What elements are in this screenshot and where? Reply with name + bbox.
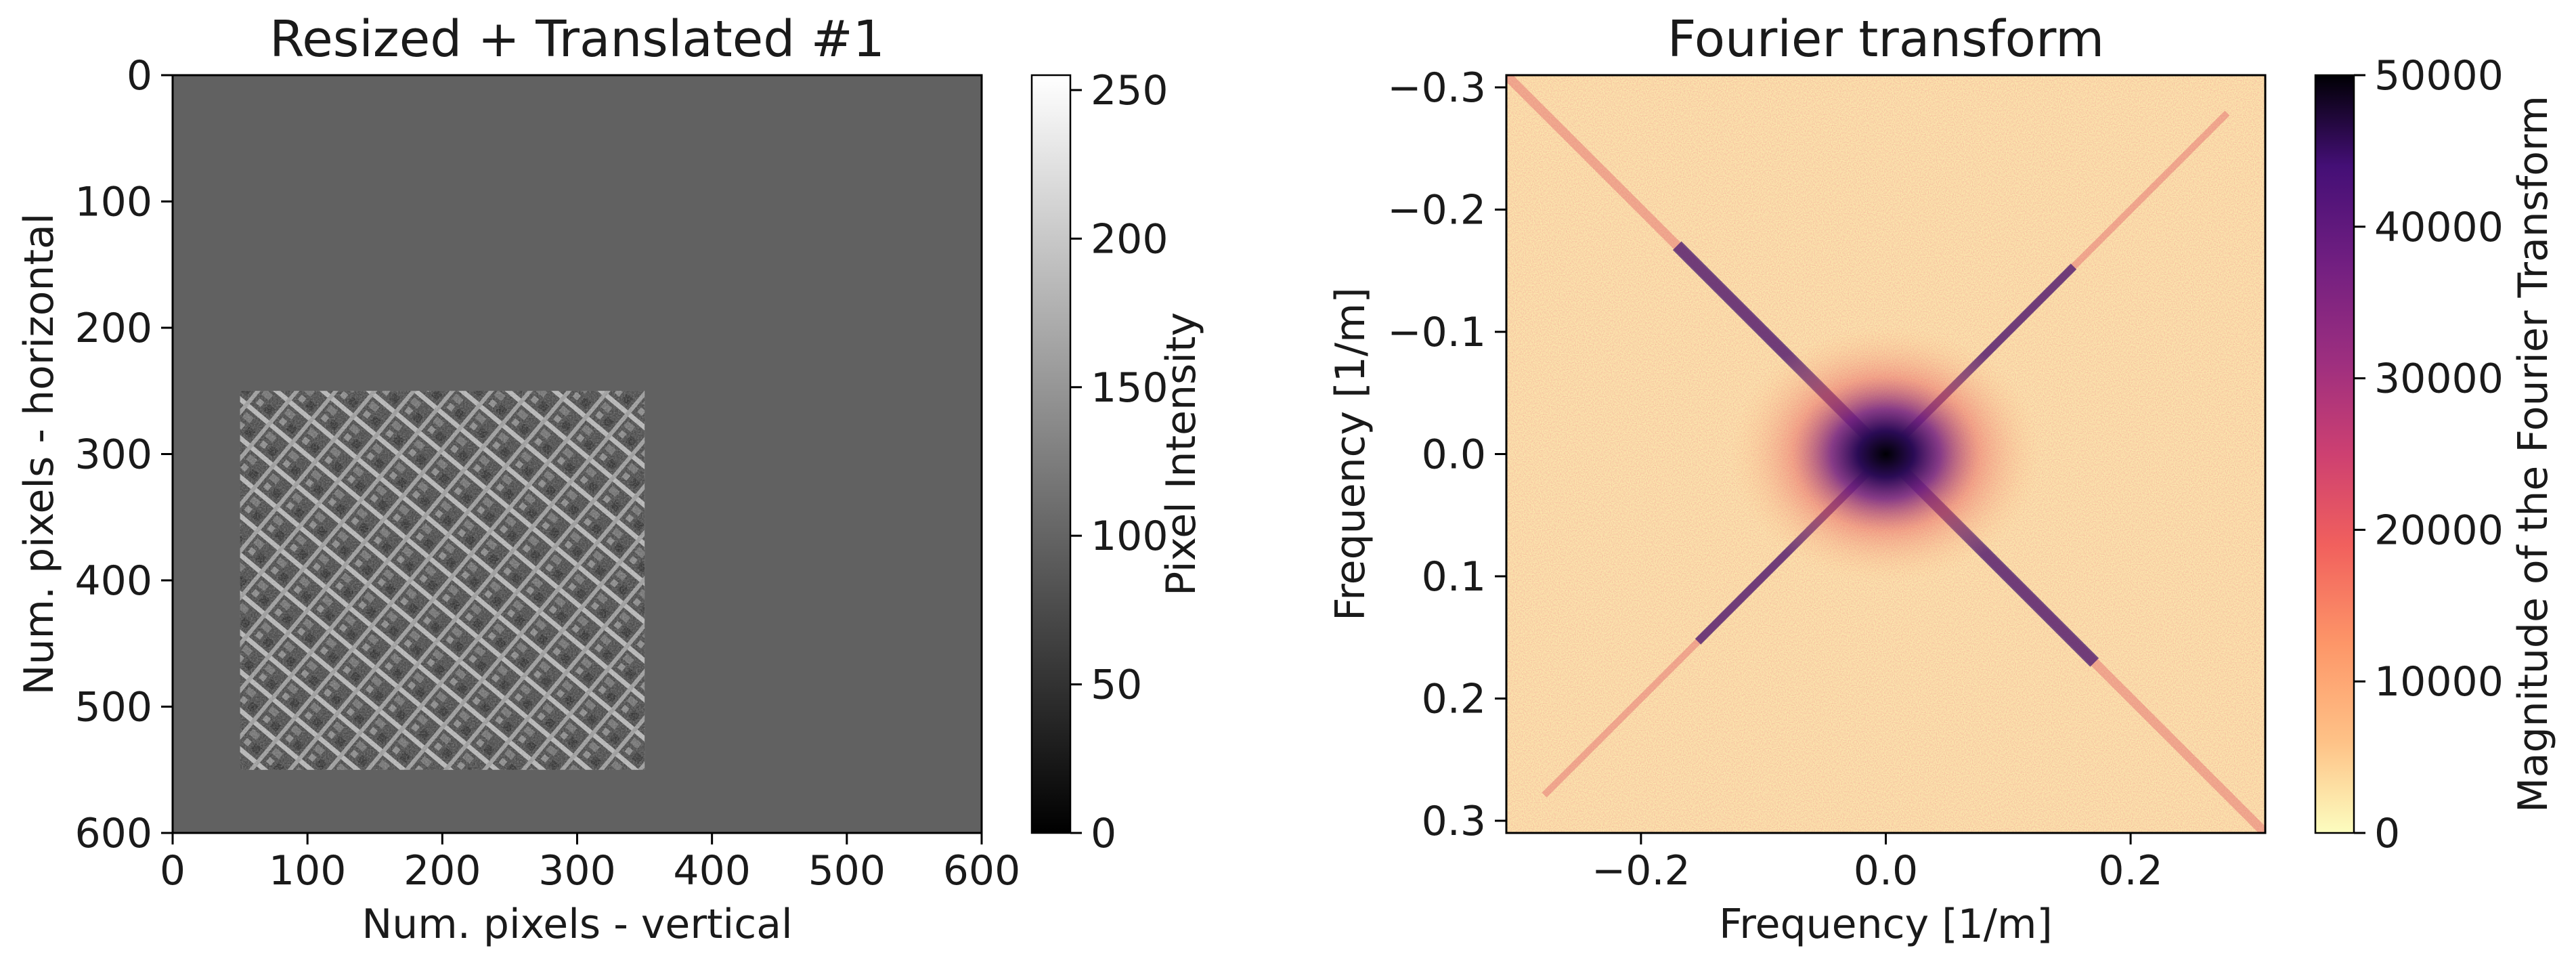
right-spectrum-center bbox=[1730, 325, 2042, 583]
right-colorbar-tick-label: 0 bbox=[2374, 810, 2400, 857]
left-colorbar-tick-label: 50 bbox=[1091, 662, 1142, 709]
left-y-tick-label: 500 bbox=[74, 684, 152, 731]
right-colorbar-tick-label: 40000 bbox=[2374, 204, 2504, 251]
right-colorbar-tick-label: 30000 bbox=[2374, 356, 2504, 403]
left-colorbar-tick-label: 250 bbox=[1091, 67, 1169, 114]
left-colorbar-tick-label: 150 bbox=[1091, 364, 1169, 412]
left-x-ticks: 0 100 200 300 400 500 600 bbox=[160, 833, 1020, 895]
right-x-ticks: −0.2 0.0 0.2 bbox=[1592, 833, 2163, 895]
left-x-tick-label: 100 bbox=[269, 847, 347, 895]
left-y-axis-label: Num. pixels - horizontal bbox=[16, 213, 63, 695]
left-colorbar-ticks: 0 50 100 150 200 250 bbox=[1070, 67, 1169, 857]
right-y-ticks: −0.3 −0.2 −0.1 0.0 0.1 0.2 0.3 bbox=[1387, 64, 1506, 845]
right-y-tick-label: 0.3 bbox=[1422, 798, 1486, 845]
left-y-tick-label: 200 bbox=[74, 305, 152, 352]
left-colorbar-tick-label: 200 bbox=[1091, 215, 1169, 263]
left-colorbar-tick-label: 0 bbox=[1091, 810, 1116, 857]
left-x-tick-label: 300 bbox=[538, 847, 616, 895]
left-colorbar: 0 50 100 150 200 250 Pixel Intensity bbox=[1030, 67, 1205, 857]
right-plot-area bbox=[1505, 74, 2267, 834]
right-colorbar-tick-label: 10000 bbox=[2374, 658, 2504, 706]
right-chart-title: Fourier transform bbox=[1667, 10, 2104, 68]
left-plot-area bbox=[171, 74, 983, 834]
right-y-tick-label: 0.2 bbox=[1422, 675, 1486, 723]
left-y-tick-label: 0 bbox=[127, 52, 152, 100]
left-colorbar-tick-label: 100 bbox=[1091, 513, 1169, 560]
right-colorbar-label: Magnitude of the Fourier Transform bbox=[2510, 95, 2557, 813]
right-colorbar-tick-label: 50000 bbox=[2374, 52, 2504, 100]
right-colorbar-gradient bbox=[2314, 74, 2355, 834]
left-y-ticks: 0 100 200 300 400 500 600 bbox=[74, 52, 173, 857]
right-y-tick-label: 0.0 bbox=[1422, 431, 1486, 479]
left-x-tick-label: 200 bbox=[403, 847, 481, 895]
left-y-tick-label: 400 bbox=[74, 557, 152, 605]
left-x-tick-label: 400 bbox=[673, 847, 751, 895]
left-panel: Resized + Translated #1 0 100 200 300 400 500… bbox=[16, 10, 1205, 948]
left-x-tick-label: 600 bbox=[943, 847, 1021, 895]
right-panel: Fourier transform −0.2 0.0 0.2 −0.3−0.2−0.… bbox=[1327, 10, 2557, 948]
right-y-tick-label: −0.1 bbox=[1387, 309, 1486, 356]
right-y-tick-label: 0.1 bbox=[1422, 553, 1486, 601]
right-x-tick-label: 0.2 bbox=[2098, 847, 2162, 895]
right-y-tick-label: −0.2 bbox=[1387, 187, 1486, 234]
right-colorbar-tick-label: 20000 bbox=[2374, 507, 2504, 554]
left-aerial-image bbox=[240, 391, 645, 770]
left-chart-title: Resized + Translated #1 bbox=[269, 10, 885, 68]
right-colorbar: 0 10000 20000 30000 40000 50000 Magnitude of … bbox=[2314, 52, 2557, 857]
right-y-axis-label: Frequency [1/m] bbox=[1327, 287, 1374, 621]
left-colorbar-gradient bbox=[1030, 74, 1072, 834]
left-colorbar-label: Pixel Intensity bbox=[1158, 312, 1205, 596]
left-x-axis-label: Num. pixels - vertical bbox=[362, 901, 792, 948]
right-x-tick-label: −0.2 bbox=[1592, 847, 1690, 895]
left-y-tick-label: 100 bbox=[74, 179, 152, 226]
right-colorbar-ticks: 0 10000 20000 30000 40000 50000 bbox=[2354, 52, 2504, 857]
right-x-axis-label: Frequency [1/m] bbox=[1719, 901, 2053, 948]
right-x-tick-label: 0.0 bbox=[1854, 847, 1918, 895]
left-y-tick-label: 600 bbox=[74, 810, 152, 857]
left-y-tick-label: 300 bbox=[74, 431, 152, 479]
left-aerial-image-grain bbox=[240, 391, 645, 770]
left-x-tick-label: 0 bbox=[160, 847, 185, 895]
left-x-tick-label: 500 bbox=[808, 847, 886, 895]
right-y-tick-label: −0.3 bbox=[1387, 64, 1486, 112]
